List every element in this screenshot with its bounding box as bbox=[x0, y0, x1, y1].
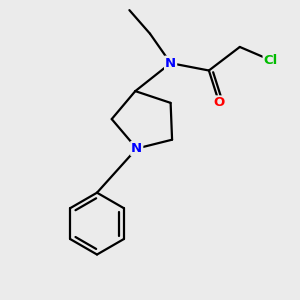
Text: N: N bbox=[131, 142, 142, 155]
Text: N: N bbox=[165, 57, 176, 70]
Text: Cl: Cl bbox=[264, 54, 278, 67]
Text: O: O bbox=[214, 96, 225, 110]
